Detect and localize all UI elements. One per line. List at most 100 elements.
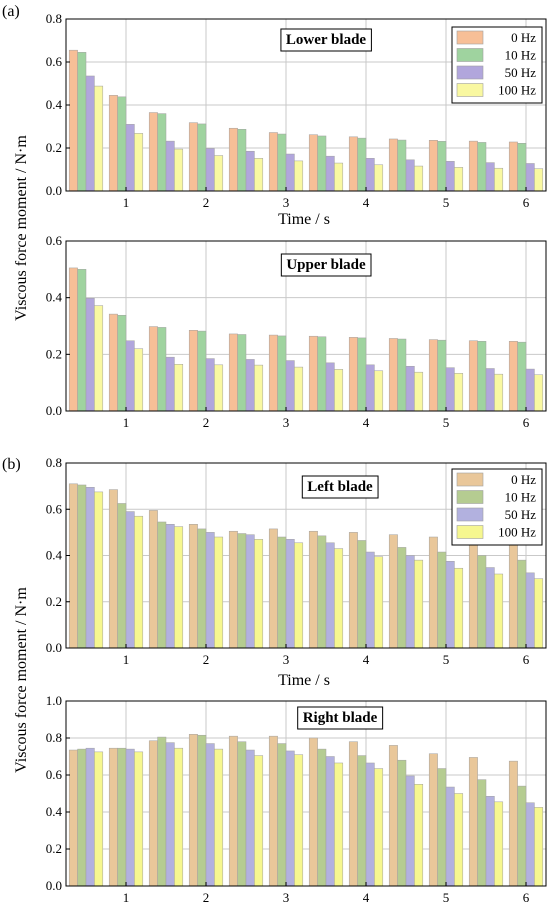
bar [397, 547, 407, 649]
bar [68, 483, 78, 649]
bar [228, 333, 238, 412]
bar [317, 748, 327, 887]
bar [428, 753, 438, 887]
bar [414, 165, 424, 192]
bar [317, 535, 327, 649]
x-tick-label: 6 [523, 195, 530, 210]
y-tick-label: 0.6 [46, 501, 63, 516]
bar [525, 163, 535, 192]
bar [214, 748, 224, 887]
x-tick-label: 5 [443, 195, 450, 210]
bar [388, 138, 398, 192]
bar [388, 745, 398, 887]
bar [254, 755, 264, 887]
bar [174, 148, 184, 192]
legend-swatch [456, 472, 484, 487]
bar [165, 356, 175, 412]
legend-swatch [456, 83, 484, 97]
bar [454, 373, 464, 412]
bar [277, 133, 287, 192]
bar [357, 337, 367, 412]
bar [94, 305, 104, 412]
y-tick-label: 0.2 [46, 346, 62, 361]
bar [508, 542, 518, 649]
bar [174, 364, 184, 412]
right-blade-chart: 0.0 0.2 0.4 0.6 0.8 1.0 1 2 3 4 5 6 Right blade [46, 693, 547, 905]
bar [268, 528, 278, 649]
chart-title: Upper blade [286, 257, 366, 273]
bar [268, 132, 278, 192]
bar [534, 807, 544, 887]
bar [334, 762, 344, 887]
bar [237, 741, 247, 887]
y-tick-label: 0.4 [46, 804, 63, 819]
bar [117, 96, 127, 192]
bar [525, 572, 535, 649]
bar [188, 524, 198, 649]
bar [485, 368, 495, 412]
bar [325, 362, 335, 412]
bar [365, 158, 375, 192]
bar [148, 112, 158, 192]
x-tick-label: 6 [523, 652, 530, 667]
bar [325, 542, 335, 649]
bar [285, 750, 295, 887]
y-tick-label: 0.4 [46, 290, 63, 305]
bar [428, 339, 438, 412]
bar [508, 341, 518, 412]
bar [165, 140, 175, 192]
y-tick-label: 0.0 [46, 878, 62, 893]
bar [157, 327, 167, 412]
bar [205, 358, 215, 412]
x-tick-label: 1 [123, 890, 130, 905]
legend-label: 0 Hz [511, 472, 536, 487]
bar [365, 364, 375, 412]
x-tick-label: 1 [123, 195, 130, 210]
bar [294, 754, 304, 887]
bar [188, 122, 198, 192]
bar [245, 150, 255, 192]
chart-title: Lower blade [286, 32, 366, 48]
bar [197, 734, 207, 887]
bar [414, 559, 424, 649]
bar [108, 313, 118, 412]
bar [454, 567, 464, 649]
bar [237, 334, 247, 412]
bar [397, 759, 407, 887]
bar [68, 267, 78, 412]
y-tick-label: 0.6 [46, 54, 63, 69]
bar [325, 756, 335, 887]
bar [437, 339, 447, 412]
bar [308, 335, 318, 412]
legend-label: 0 Hz [511, 30, 536, 45]
legend-swatch [456, 65, 484, 80]
bar [414, 784, 424, 887]
bar [348, 337, 358, 412]
bar [445, 786, 455, 887]
legend-label: 10 Hz [505, 48, 537, 63]
bar [85, 75, 95, 192]
bar [108, 747, 118, 887]
x-tick-label: 3 [283, 890, 290, 905]
bar [405, 159, 415, 192]
bar [68, 49, 78, 192]
upper-blade-chart: 0.0 0.2 0.4 0.6 1 2 3 4 5 6 Upper blade [46, 233, 547, 430]
y-tick-label: 0.0 [46, 640, 62, 655]
panel-a-label: (a) [2, 3, 20, 20]
bar [294, 366, 304, 412]
x-tick-label: 4 [363, 652, 370, 667]
bar [214, 536, 224, 649]
bar [254, 158, 264, 192]
bar [477, 341, 487, 412]
bar [254, 364, 264, 412]
bar [445, 561, 455, 649]
bar [148, 326, 158, 412]
bar [174, 747, 184, 887]
chart-title-box [280, 253, 372, 277]
x-tick-label: 2 [203, 890, 210, 905]
x-axis-label-a: Time / s [278, 211, 330, 228]
y-tick-label: 0.6 [46, 767, 63, 782]
x-tick-label: 6 [523, 415, 530, 430]
bar [125, 340, 135, 412]
